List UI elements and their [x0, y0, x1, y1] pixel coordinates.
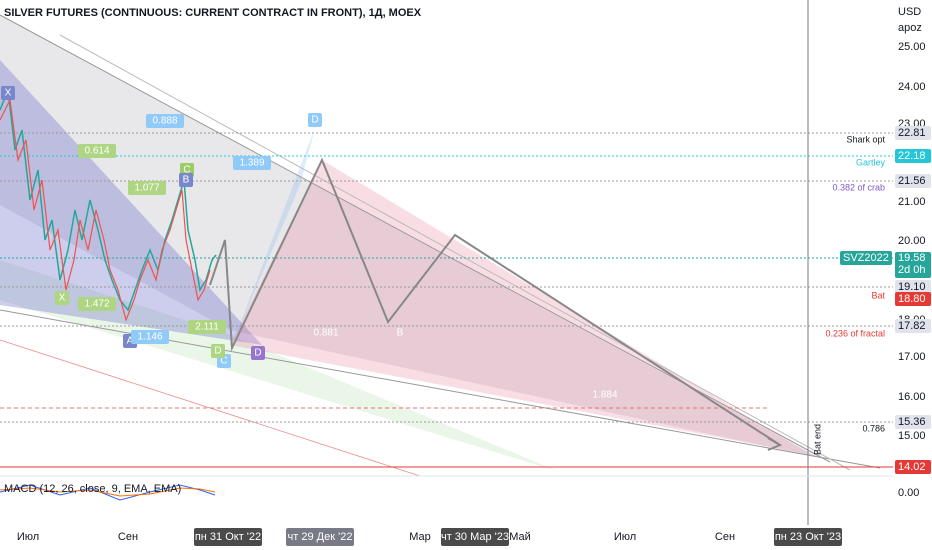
level-label: 0.382 of crab [832, 182, 885, 192]
price-tick-label: 25.00 [898, 41, 926, 53]
currency: USD [898, 6, 921, 18]
triangle-pink [230, 160, 812, 455]
price-tag: 17.82 [898, 320, 926, 332]
time-tag-bg [441, 528, 509, 546]
price-tag-bg [895, 280, 931, 294]
time-label: чт 29 Дек '22 [288, 531, 353, 543]
time-label: Июл [17, 531, 39, 543]
price-tag: 2d 0h [898, 264, 926, 276]
pattern-label: 0.888 [152, 116, 177, 127]
level-label: Bat end [812, 424, 822, 455]
pattern-label-bg [128, 181, 166, 195]
price-tag: 15.36 [898, 416, 926, 428]
time-label: Июл [614, 531, 636, 543]
time-label: пн 31 Окт '22 [195, 531, 261, 543]
pattern-label-bg [78, 144, 116, 158]
pattern-label: 0.614 [84, 146, 109, 157]
pattern-label: 2.111 [195, 322, 219, 333]
scale-mode: apoz [898, 22, 922, 34]
pattern-label-bg [251, 346, 265, 360]
price-tag: 18.80 [898, 293, 926, 305]
pattern-label: B [183, 175, 190, 186]
price-tick-label: 16.00 [898, 391, 926, 403]
pattern-label: A [127, 336, 134, 347]
level-label: Shark opt [846, 134, 885, 144]
level-label: Bat [871, 290, 885, 300]
projection-zigzag [209, 157, 781, 446]
indicator-label: MACD (12, 26, close, 9, EMA, EMA) [4, 483, 181, 495]
price-tag: 19.58 [898, 252, 926, 264]
pattern-label: X [5, 88, 12, 99]
time-label: пн 23 Окт '23 [775, 531, 841, 543]
price-tag-bg [895, 126, 931, 140]
level-label: 0.786 [862, 423, 885, 433]
price-tag: 22.18 [898, 150, 926, 162]
pattern-label-bg [78, 297, 116, 311]
pattern-label-bg [146, 114, 184, 128]
time-label: Сен [715, 531, 735, 543]
triangle-green [0, 260, 560, 472]
pattern-label: 1.884 [592, 390, 617, 401]
price-tag: 14.02 [898, 461, 926, 473]
time-label: Мар [409, 531, 431, 543]
price-tag: 19.10 [898, 281, 926, 293]
pattern-label: B [397, 328, 404, 339]
price-tag-bg [895, 174, 931, 188]
price-tick-label: 20.00 [898, 235, 926, 247]
pattern-label-bg [55, 291, 69, 305]
pattern-label-bg [308, 113, 322, 127]
pattern-label: 1.146 [137, 332, 162, 343]
pattern-label-bg [188, 320, 226, 334]
time-label: Май [509, 531, 531, 543]
price-tag-bg [895, 292, 931, 306]
price-path [0, 97, 211, 322]
time-tag-bg [774, 528, 842, 546]
price-tag: SVZ2022 [843, 252, 889, 264]
price-tag: 21.56 [898, 175, 926, 187]
pattern-label: 1.472 [84, 299, 109, 310]
price-tick-label: 0.00 [898, 487, 919, 499]
price-tick-label: 24.00 [898, 81, 926, 93]
price-tag-bg [895, 252, 931, 278]
triangle-lightblue [232, 128, 315, 345]
time-label: Сен [118, 531, 138, 543]
pattern-label: C [220, 356, 227, 367]
pattern-label: D [311, 115, 318, 126]
pattern-label-bg [1, 86, 15, 100]
triangle-blue [0, 60, 262, 345]
price-tag-bg [895, 149, 931, 163]
time-label: чт 30 Мар '23 [441, 531, 509, 543]
level-label: 0.236 of fractal [825, 328, 885, 338]
price-tag-bg [840, 251, 892, 265]
pattern-label: 0.881 [313, 328, 338, 339]
price-tick-label: 15.00 [898, 430, 926, 442]
price-path [0, 89, 217, 312]
time-tag-bg [286, 528, 354, 546]
trend-line [59, 34, 851, 471]
pattern-label: 1.389 [239, 158, 264, 169]
pattern-label-bg [179, 173, 193, 187]
price-tick-label: 21.00 [898, 196, 926, 208]
chart-title: SILVER FUTURES (CONTINUOUS: CURRENT CONT… [4, 7, 422, 19]
pattern-label-bg [211, 344, 225, 358]
signal-line [0, 487, 216, 497]
pattern-label: C [183, 165, 190, 176]
pattern-label: 1.077 [134, 183, 159, 194]
pattern-label: D [214, 346, 221, 357]
price-tag-bg [895, 460, 931, 474]
pattern-label: X [59, 293, 66, 304]
time-tag-bg [194, 528, 262, 546]
pattern-label-bg [233, 156, 271, 170]
pattern-label: D [254, 348, 261, 359]
price-tick-label: 17.00 [898, 351, 926, 363]
arrow-head [767, 437, 783, 451]
price-tag: 22.81 [898, 127, 926, 139]
price-tag-bg [895, 415, 931, 429]
pattern-label-bg [131, 330, 169, 344]
level-label: Gartley [856, 157, 886, 167]
price-tag-bg [895, 319, 931, 333]
